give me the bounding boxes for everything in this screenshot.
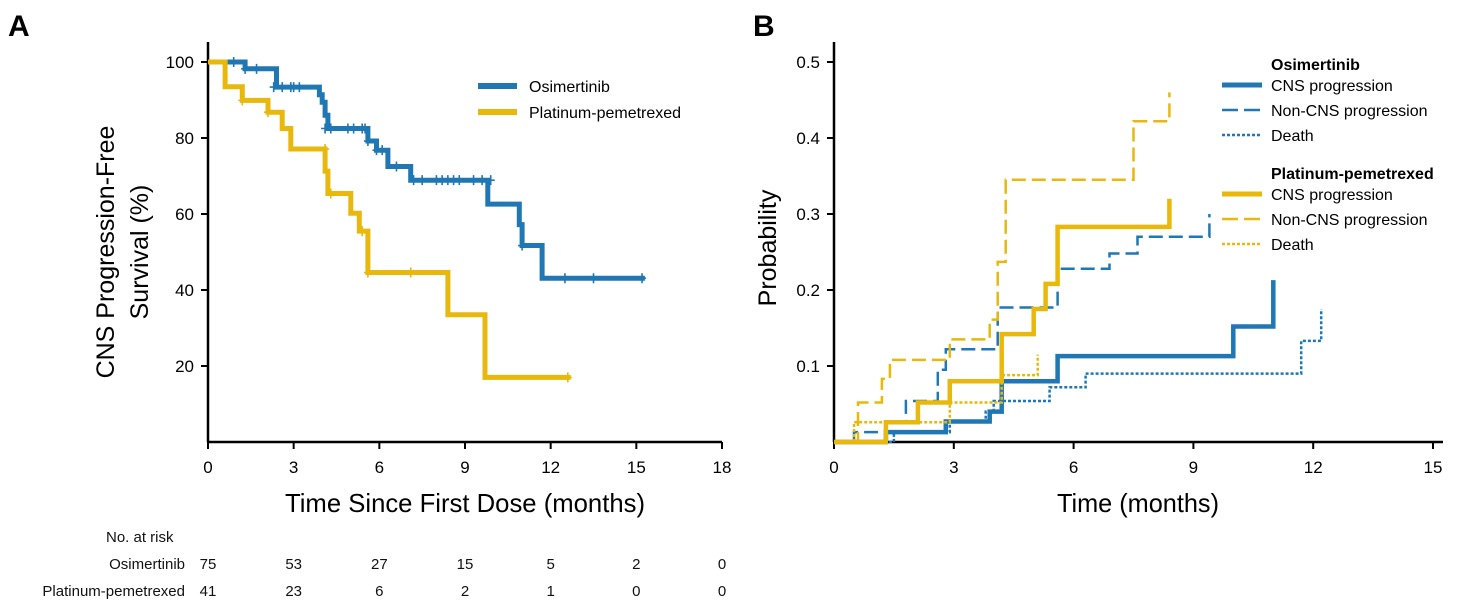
legend-label: CNS progression bbox=[1271, 78, 1393, 95]
risk-value: 41 bbox=[199, 583, 217, 600]
risk-value: 0 bbox=[717, 556, 727, 573]
panel-b-label: B bbox=[753, 10, 775, 43]
series-line-0 bbox=[208, 59, 645, 281]
censor-mark bbox=[378, 145, 387, 156]
censor-mark bbox=[518, 240, 527, 251]
censor-mark bbox=[560, 273, 569, 284]
censor-mark bbox=[455, 175, 464, 186]
y-tick-label: 0.3 bbox=[796, 205, 820, 224]
censor-mark bbox=[392, 161, 401, 172]
risk-value: 2 bbox=[632, 556, 641, 573]
censor-mark bbox=[269, 82, 278, 93]
censor-mark bbox=[363, 136, 372, 147]
panel-a-label: A bbox=[8, 10, 30, 43]
legend-label: Death bbox=[1271, 128, 1314, 145]
y-tick-label: 40 bbox=[175, 281, 194, 300]
risk-value: 0 bbox=[632, 583, 641, 600]
series-line-0 bbox=[834, 280, 1276, 445]
y-tick-label: 0.1 bbox=[796, 357, 820, 376]
x-axis-title: Time (months) bbox=[1057, 488, 1219, 518]
risk-value: 15 bbox=[456, 556, 474, 573]
legend-label: Non-CNS progression bbox=[1271, 103, 1428, 120]
risk-value: 23 bbox=[285, 583, 302, 600]
censor-mark bbox=[229, 57, 238, 67]
x-tick-label: 12 bbox=[541, 458, 560, 477]
risk-value: 5 bbox=[546, 556, 555, 573]
y-tick-label: 100 bbox=[166, 53, 194, 72]
x-tick-label: 6 bbox=[375, 458, 384, 477]
cumulative-incidence-plot-panel-b: 0.1 0.2 0.3 0.4 0.5 0 3 6 9 12 15 Time (months) Prob… bbox=[754, 42, 1443, 518]
censor-mark bbox=[252, 63, 261, 74]
x-tick-label: 9 bbox=[460, 458, 469, 477]
censor-mark bbox=[358, 226, 367, 237]
censor-mark bbox=[418, 175, 427, 186]
x-tick-label: 15 bbox=[1424, 458, 1443, 477]
censor-mark bbox=[278, 82, 287, 93]
y-tick-label: 80 bbox=[175, 129, 194, 148]
y-axis-title-line: Survival (%) bbox=[126, 185, 154, 320]
censor-mark bbox=[263, 107, 272, 118]
series-line-1 bbox=[208, 59, 571, 380]
series-line-4 bbox=[834, 92, 1171, 444]
risk-value: 27 bbox=[370, 556, 388, 573]
series-line-3 bbox=[834, 198, 1172, 445]
x-tick-label: 3 bbox=[949, 458, 958, 477]
x-tick-label: 0 bbox=[829, 458, 838, 477]
risk-row-label-platinum: Platinum-pemetrexed bbox=[42, 583, 185, 600]
risk-table-title: No. at risk bbox=[106, 529, 174, 546]
risk-value: 53 bbox=[285, 556, 302, 573]
x-tick-label: 12 bbox=[1304, 458, 1323, 477]
censor-mark bbox=[409, 175, 418, 186]
risk-value: 0 bbox=[717, 583, 727, 600]
y-tick-label: 20 bbox=[175, 357, 194, 376]
risk-value: 2 bbox=[460, 583, 470, 600]
censor-mark bbox=[406, 267, 415, 278]
series-line-1 bbox=[834, 214, 1211, 444]
legend-group-title: Osimertinib bbox=[1271, 57, 1360, 74]
x-tick-label: 15 bbox=[627, 458, 646, 477]
series-line-5 bbox=[834, 354, 1039, 444]
y-axis-title: Probability bbox=[754, 189, 782, 306]
x-axis-title: Time Since First Dose (months) bbox=[285, 488, 645, 518]
y-axis-title: CNS Progression-Free Survival (%) bbox=[92, 126, 154, 379]
censor-mark bbox=[295, 82, 304, 93]
x-tick-label: 18 bbox=[713, 458, 732, 477]
censor-mark bbox=[326, 188, 335, 199]
x-tick-label: 0 bbox=[203, 458, 212, 477]
censor-mark bbox=[321, 144, 330, 155]
y-tick-label: 60 bbox=[175, 205, 194, 224]
legend-group-title: Platinum-pemetrexed bbox=[1271, 166, 1434, 183]
censor-mark bbox=[563, 372, 572, 383]
censor-mark bbox=[238, 95, 247, 106]
x-tick-label: 9 bbox=[1189, 458, 1198, 477]
y-tick-label: 0.4 bbox=[796, 129, 820, 148]
censor-mark bbox=[486, 175, 495, 186]
x-tick-label: 6 bbox=[1069, 458, 1078, 477]
legend-label-1: Platinum-pemetrexed bbox=[529, 105, 681, 122]
y-tick-label: 0.5 bbox=[796, 53, 820, 72]
y-tick-label: 0.2 bbox=[796, 281, 820, 300]
risk-row-label-osimertinib: Osimertinib bbox=[109, 556, 185, 573]
censor-mark bbox=[326, 123, 335, 134]
legend-label: CNS progression bbox=[1271, 187, 1393, 204]
censor-mark bbox=[589, 273, 598, 284]
legend-label: Death bbox=[1271, 237, 1314, 254]
censor-mark bbox=[469, 175, 478, 186]
censor-mark bbox=[478, 175, 487, 186]
x-tick-label: 3 bbox=[289, 458, 298, 477]
km-plot-panel-a: 20 40 60 80 100 0 3 6 9 12 15 18 Time Since First Do… bbox=[92, 42, 731, 518]
censor-mark bbox=[361, 123, 370, 134]
series-line-2 bbox=[834, 309, 1323, 444]
censor-mark bbox=[638, 273, 647, 284]
risk-value: 1 bbox=[546, 583, 555, 600]
legend-label-0: Osimertinib bbox=[529, 79, 610, 96]
legend-label: Non-CNS progression bbox=[1271, 212, 1428, 229]
y-axis-title-line: CNS Progression-Free bbox=[92, 126, 120, 379]
censor-mark bbox=[349, 123, 358, 134]
censor-mark bbox=[241, 63, 250, 74]
censor-mark bbox=[363, 267, 372, 278]
risk-value: 6 bbox=[375, 583, 384, 600]
risk-value: 75 bbox=[199, 556, 217, 573]
